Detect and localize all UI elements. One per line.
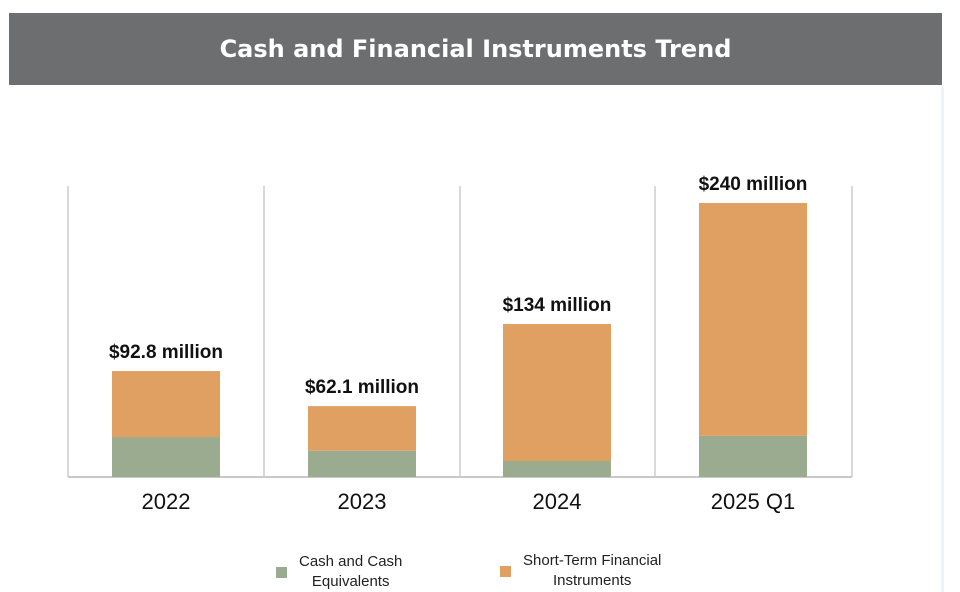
legend-label-cash: Cash and Cash Equivalents <box>299 552 402 592</box>
x-tick-label-0: 2022 <box>142 489 191 514</box>
data-label-2: $134 million <box>503 295 612 316</box>
bar-short-term-3 <box>699 203 807 436</box>
page-edge <box>941 86 944 592</box>
data-label-3: $240 million <box>699 174 808 195</box>
legend-label-short-term-line2: Instruments <box>553 572 632 589</box>
bar-cash-1 <box>308 450 416 477</box>
legend-swatch-cash <box>276 566 287 578</box>
bar-short-term-1 <box>308 406 416 451</box>
legend-item-short-term: Short-Term Financial Instruments <box>500 551 661 591</box>
bar-cash-2 <box>503 461 611 477</box>
data-label-0: $92.8 million <box>109 342 223 363</box>
bar-cash-0 <box>112 437 220 477</box>
legend-label-short-term: Short-Term Financial Instruments <box>523 551 661 591</box>
data-label-1: $62.1 million <box>305 377 419 398</box>
legend-label-short-term-line1: Short-Term Financial <box>523 552 662 569</box>
x-tick-label-3: 2025 Q1 <box>711 489 795 514</box>
bar-short-term-2 <box>503 324 611 462</box>
legend-item-cash: Cash and Cash Equivalents <box>276 552 402 592</box>
x-tick-label-1: 2023 <box>338 489 387 514</box>
legend-label-cash-line2: Equivalents <box>311 573 390 590</box>
title-bar: Cash and Financial Instruments Trend <box>9 13 942 85</box>
chart-title: Cash and Financial Instruments Trend <box>219 35 732 63</box>
x-tick-label-2: 2024 <box>533 489 582 514</box>
legend-label-cash-line1: Cash and Cash <box>299 553 403 570</box>
bar-short-term-0 <box>112 371 220 438</box>
bar-cash-3 <box>699 435 807 477</box>
legend-swatch-short-term <box>500 565 511 577</box>
